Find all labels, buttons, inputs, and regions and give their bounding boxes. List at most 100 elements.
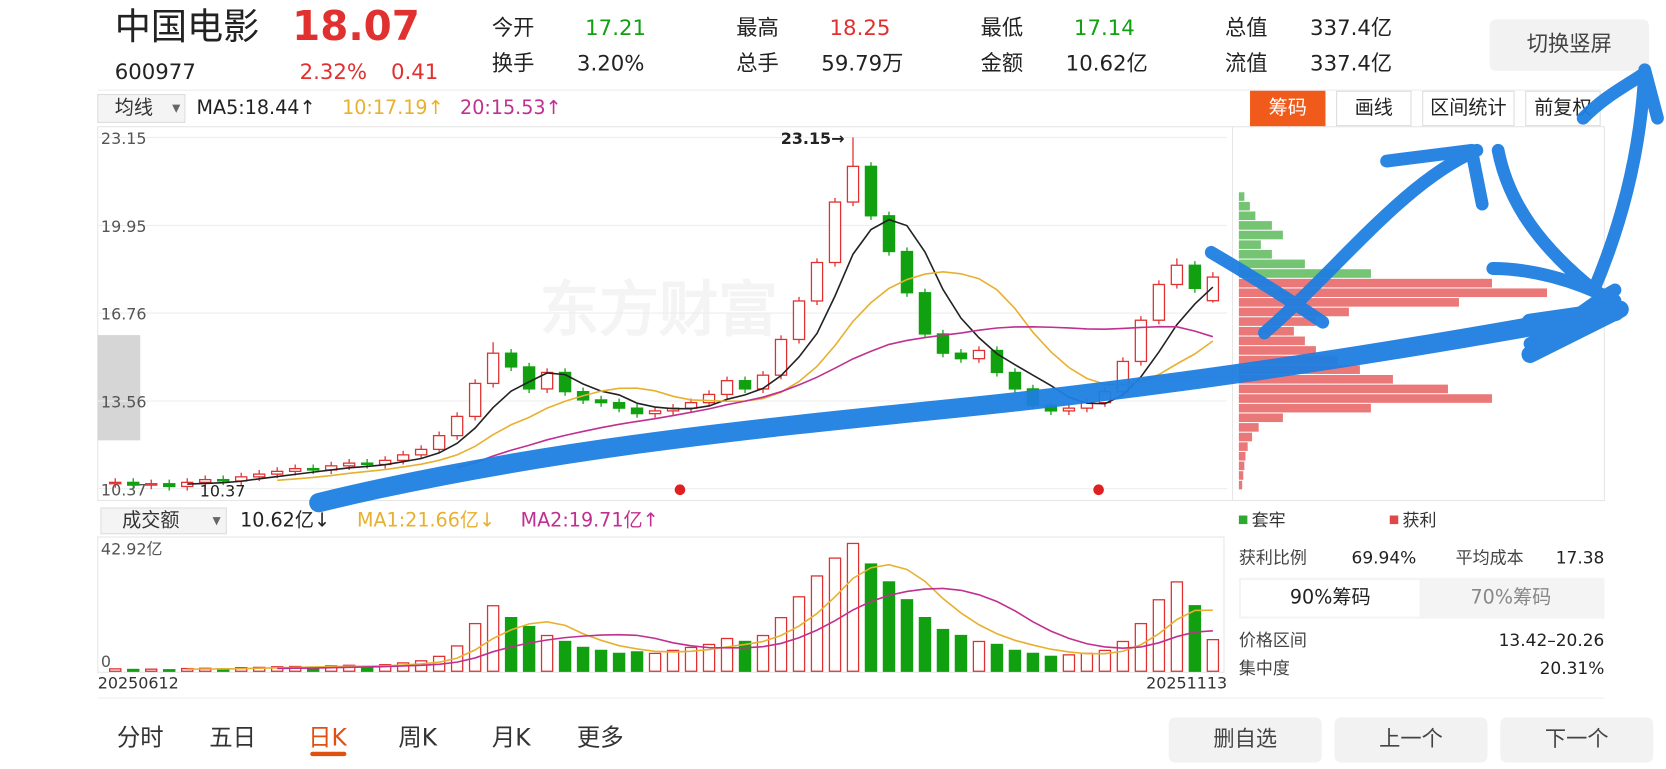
volume-ma: MA1:21.66亿↓ (357, 508, 495, 531)
volume-ma-line (187, 563, 1213, 671)
period-tab[interactable]: 周K (398, 723, 437, 751)
volume-bar (954, 634, 968, 672)
y-tick-label: 13.56 (101, 393, 147, 412)
candle-body (738, 380, 752, 390)
chip-bar (1238, 201, 1250, 211)
period-tab[interactable]: 月K (492, 723, 531, 751)
candle-body (954, 352, 968, 360)
candle-body (594, 399, 608, 404)
nav-button[interactable] (1500, 717, 1654, 763)
volume-bar (109, 668, 122, 672)
candle-body (828, 201, 842, 264)
tool-label: 前复权 (1534, 96, 1591, 119)
nav-label: 下一个 (1545, 727, 1609, 752)
y-tick-label: 19.95 (101, 217, 147, 236)
candle-body (774, 338, 788, 376)
chip-bar (1238, 278, 1492, 288)
nav-button[interactable] (1168, 717, 1322, 763)
volume-bar (918, 617, 932, 672)
y-tick-label: 16.76 (101, 305, 147, 324)
stat-value: 59.79万 (821, 51, 903, 76)
chip-stat-value: 17.38 (1556, 548, 1605, 568)
chip-bar (1238, 432, 1253, 442)
candle-body (846, 165, 860, 203)
volume-bar (648, 652, 662, 672)
event-dot (674, 484, 686, 496)
candle-body (522, 366, 536, 390)
period-tab[interactable]: 更多 (577, 723, 624, 751)
stat-label: 换手 (492, 51, 535, 76)
volume-bar (540, 634, 554, 672)
volume-bar (756, 634, 770, 672)
legend-loss: 套牢 (1252, 511, 1286, 531)
volume-bar (594, 649, 608, 672)
volume-bar (504, 617, 518, 672)
period-tab[interactable]: 五日 (209, 723, 256, 751)
side-handle[interactable] (97, 335, 141, 441)
candle-body (1188, 264, 1202, 289)
annotation-arrow (1204, 143, 1489, 340)
y-tick-label: 10.37 (101, 480, 147, 499)
chip-bar (1238, 240, 1261, 249)
rotate-button[interactable] (1489, 19, 1649, 71)
event-dot (1093, 484, 1104, 496)
candle-body (504, 352, 518, 368)
change: 0.41 (391, 60, 438, 85)
candle-body (648, 410, 662, 415)
chip-bar (1238, 288, 1547, 298)
candle-body (1206, 276, 1220, 302)
nav-button[interactable] (1334, 717, 1488, 763)
tool-label: 区间统计 (1430, 96, 1506, 119)
chip-bar (1238, 211, 1256, 221)
nav-label: 删自选 (1213, 727, 1277, 752)
volume-bar (702, 643, 716, 672)
indicator: 均线 (115, 96, 153, 119)
chip-bar (1238, 403, 1371, 413)
chip-bar (1238, 384, 1448, 394)
volume-bar (396, 662, 410, 672)
chip-bar (1238, 480, 1243, 490)
volume-select[interactable] (100, 507, 227, 535)
candle-body (810, 261, 824, 302)
chip-bar (1238, 451, 1246, 461)
chip-bar (1238, 423, 1259, 432)
candle-body (936, 333, 950, 354)
volume-bar (684, 646, 698, 672)
stat-value: 10.62亿 (1066, 51, 1148, 76)
tool-label: 画线 (1355, 96, 1393, 119)
chip-stat-value: 69.94% (1352, 548, 1417, 568)
tool-button[interactable] (1336, 90, 1412, 127)
candle-body (900, 250, 914, 294)
tool-button[interactable] (1250, 90, 1326, 127)
chip-bar (1238, 394, 1492, 403)
candle-body (342, 462, 356, 467)
volume-indicator: 成交额 (122, 508, 179, 531)
candle-body (612, 402, 626, 409)
indicator-select[interactable] (97, 93, 186, 123)
volume-bar (1008, 649, 1022, 672)
volume-bar (1188, 605, 1202, 672)
tool-button[interactable] (1422, 90, 1515, 127)
stat-label: 最低 (981, 16, 1024, 41)
chip-tab-active[interactable] (1241, 579, 1420, 617)
chip-tab[interactable]: 70%筹码 (1471, 586, 1552, 609)
period-tab[interactable]: 日K (308, 723, 347, 751)
period-tab[interactable]: 分时 (117, 723, 164, 751)
ma-value: 20:15.53↑ (460, 96, 562, 119)
volume-bar (1080, 652, 1094, 672)
volume-bar (900, 599, 914, 672)
chip-bar (1238, 298, 1459, 307)
candle-body (163, 483, 176, 488)
volume-bar (522, 625, 536, 672)
volume-frame (97, 536, 1225, 673)
tool-label: 筹码 (1269, 96, 1307, 119)
chip-stat-label: 集中度 (1239, 659, 1290, 679)
stat-value: 17.14 (1074, 16, 1135, 41)
volume-bar (1044, 655, 1058, 672)
candle-body (486, 352, 500, 385)
annotation-arrow (309, 301, 1625, 513)
candle-body (882, 215, 896, 253)
change-pct: 2.32% (300, 60, 367, 85)
volume-bar (558, 640, 572, 672)
